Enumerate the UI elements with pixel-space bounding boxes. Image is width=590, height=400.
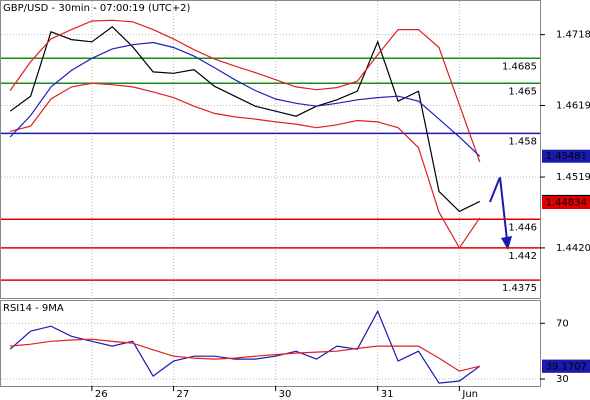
y-tick-label: 30 [556,374,569,385]
series-line [9,41,481,157]
price-marker [542,196,590,210]
series-line [9,26,481,213]
rsi-panel [0,300,541,387]
level-label: 1.458 [508,136,537,147]
price-marker [542,359,590,373]
level-label: 1.4685 [502,61,537,72]
series-line [10,82,481,250]
price-marker-label: 1.45481 [546,151,587,162]
x-tick-label: 30 [279,389,292,400]
price-marker-label: 39.1707 [546,361,587,372]
x-tick-label: Jun [461,389,478,400]
x-tick-label: 27 [177,389,190,400]
price-marker [542,149,590,163]
x-tick-label: 31 [381,389,394,400]
y-tick-label: 1.4420 [556,243,590,254]
projection-arrowhead [501,236,512,250]
level-label: 1.465 [508,86,537,97]
chart-title: GBP/USD - 30min - 07:00:19 (UTC+2) [3,3,190,14]
level-label: 1.446 [508,222,537,233]
y-tick-label: 1.4619 [556,100,590,111]
projection-arrow [489,176,508,241]
rsi-title: RSI14 - 9MA [3,303,64,314]
price-marker-label: 1.44834 [546,198,587,209]
series-line [10,338,480,372]
y-tick-label: 1.4718 [556,30,590,41]
level-label: 1.4375 [502,283,537,294]
x-tick-label: 26 [95,389,108,400]
y-tick-label: 70 [556,318,569,329]
series-line [9,19,481,163]
series-line [9,309,481,384]
main-panel [0,0,541,299]
y-tick-label: 1.4519 [556,172,590,183]
level-label: 1.442 [508,251,537,262]
